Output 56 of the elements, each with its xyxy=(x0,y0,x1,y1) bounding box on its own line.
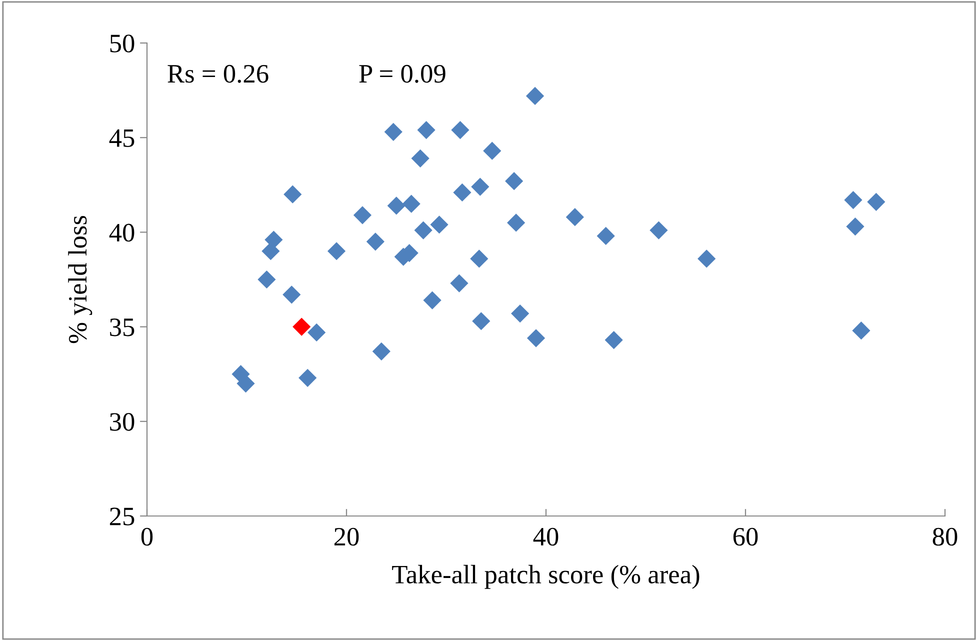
point xyxy=(566,208,584,226)
point xyxy=(450,274,468,292)
point xyxy=(236,374,255,393)
point xyxy=(507,214,526,232)
x-tick-label: 40 xyxy=(533,528,558,546)
point xyxy=(366,232,384,251)
point xyxy=(417,120,436,140)
point xyxy=(372,342,390,360)
point xyxy=(298,368,317,387)
point xyxy=(411,149,430,168)
point xyxy=(472,312,490,330)
point xyxy=(402,194,420,213)
x-tick-label: 20 xyxy=(334,528,359,546)
point xyxy=(604,330,623,350)
point xyxy=(384,122,402,141)
x-tick-label: 0 xyxy=(141,528,153,546)
point xyxy=(308,323,326,342)
point xyxy=(846,217,864,236)
y-tick-label: 30 xyxy=(110,413,134,431)
x-tick-label: 60 xyxy=(733,528,758,546)
x-tick-label: 80 xyxy=(932,528,958,546)
point xyxy=(511,304,530,323)
point xyxy=(852,322,870,340)
point xyxy=(264,230,283,249)
point xyxy=(698,250,716,268)
point xyxy=(423,291,442,310)
point xyxy=(844,190,862,210)
point xyxy=(292,318,311,336)
point xyxy=(327,242,346,260)
point xyxy=(453,183,472,202)
annotation: Rs = 0.26 xyxy=(168,64,268,83)
y-tick-label: 25 xyxy=(110,508,134,526)
point xyxy=(505,172,524,190)
point xyxy=(867,192,886,211)
point xyxy=(596,226,615,246)
point xyxy=(650,221,668,240)
point xyxy=(470,250,488,268)
point xyxy=(387,196,406,215)
point xyxy=(483,142,502,160)
point xyxy=(451,120,470,140)
point xyxy=(526,329,546,348)
y-axis-title: % yield loss xyxy=(68,216,92,344)
point xyxy=(526,86,544,106)
y-tick-label: 40 xyxy=(109,224,134,242)
point xyxy=(471,178,490,196)
y-tick-label: 35 xyxy=(110,318,134,336)
point xyxy=(353,206,372,224)
point xyxy=(414,221,432,240)
point xyxy=(284,185,302,204)
annotation: P = 0.09 xyxy=(359,64,446,83)
point xyxy=(258,270,276,289)
x-axis-title: Take-all patch score (% area) xyxy=(392,564,700,589)
y-tick-label: 45 xyxy=(109,129,134,148)
y-tick-label: 50 xyxy=(110,34,134,52)
point xyxy=(282,286,301,304)
point xyxy=(430,216,448,234)
